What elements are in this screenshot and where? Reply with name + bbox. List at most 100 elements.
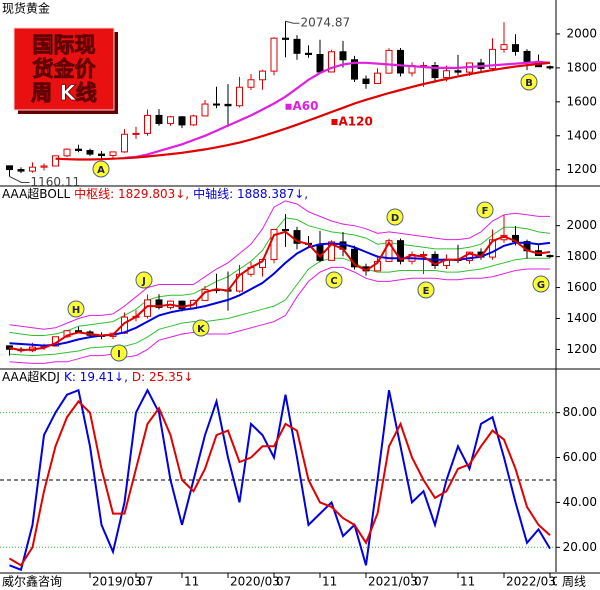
- candle-body: [420, 253, 427, 256]
- candle-body: [512, 44, 519, 52]
- y-tick-label: 1600: [566, 280, 597, 294]
- candle-body: [316, 53, 324, 73]
- readout: K: 19.41↓,: [64, 370, 128, 384]
- marker-text: C: [330, 276, 337, 287]
- panel-title: 现货黄金: [2, 1, 50, 16]
- y-tick-label: 1800: [566, 60, 597, 74]
- series-line: [124, 60, 551, 159]
- series-line: [55, 61, 551, 161]
- marker: [67, 300, 85, 318]
- series-line: [9, 230, 551, 352]
- y-tick-label: 1200: [566, 162, 597, 176]
- series-line: [9, 200, 550, 330]
- legend-swatch: [331, 119, 338, 126]
- marker: [92, 160, 110, 178]
- candle-body: [282, 229, 289, 232]
- candle-body: [63, 148, 71, 157]
- candle-body: [167, 116, 174, 125]
- candle-body: [466, 251, 473, 261]
- annotation-line: [9, 176, 30, 183]
- y-tick-label: 1800: [566, 249, 597, 263]
- footer-left: 威尔鑫咨询: [2, 574, 62, 589]
- annotation: 2074.87: [301, 16, 351, 30]
- candle-body: [17, 169, 25, 172]
- marker: [520, 73, 538, 91]
- footer-bg: [0, 574, 64, 590]
- marker: [417, 281, 435, 299]
- candle-body: [374, 72, 381, 85]
- candle-body: [305, 52, 312, 55]
- candle-body: [144, 114, 151, 134]
- x-tick-label: 07: [276, 575, 291, 589]
- marker-text: K: [197, 324, 206, 335]
- candle-body: [213, 103, 220, 106]
- x-tick-label: 07: [138, 575, 153, 589]
- candle-body: [247, 79, 255, 88]
- candle-body: [385, 49, 393, 74]
- candle-body: [489, 48, 496, 69]
- candle-body: [293, 230, 301, 244]
- series-line: [9, 388, 551, 572]
- candle-body: [431, 65, 439, 79]
- x-tick-label: 11: [184, 575, 199, 589]
- x-tick-label: 2019/03: [92, 575, 142, 589]
- candle-body: [98, 153, 105, 156]
- x-tick-label: 2021/03: [368, 575, 418, 589]
- marker: [325, 271, 343, 289]
- readout: 中轴线: 1888.387↓,: [193, 186, 308, 201]
- candle-body: [29, 166, 36, 172]
- marker-text: J: [141, 276, 146, 287]
- marker: [192, 319, 210, 337]
- box-text: 国际现: [33, 33, 96, 57]
- candle-body: [155, 299, 163, 308]
- marker-text: E: [423, 286, 430, 297]
- marker-text: G: [537, 280, 545, 291]
- candle-body: [282, 37, 289, 40]
- candle-body: [224, 103, 232, 107]
- box-text: 货金价: [33, 57, 97, 81]
- x-tick-label: 2020/03: [230, 575, 280, 589]
- marker: [476, 201, 494, 219]
- marker: [532, 275, 550, 293]
- marker-text: D: [391, 213, 399, 224]
- title-text: AAA超KDJ: [2, 369, 60, 384]
- y-tick-label: 2000: [566, 218, 597, 232]
- series-line: [9, 217, 551, 336]
- y-tick-label: 1400: [566, 128, 597, 142]
- y-tick-label: 20.00: [563, 540, 597, 554]
- legend-label: A60: [293, 99, 319, 113]
- marker-text: F: [482, 206, 489, 217]
- series-line: [8, 399, 551, 567]
- annotation: 1160.11: [31, 175, 81, 189]
- title-text: AAA超BOLL: [2, 186, 70, 201]
- candle-body: [489, 239, 496, 258]
- readout: 中枢线: 1829.803↓,: [74, 186, 189, 201]
- y-tick-label: 1200: [566, 342, 597, 356]
- candle-body: [293, 38, 301, 54]
- series-line: [9, 257, 550, 357]
- candle-body: [236, 86, 243, 107]
- candle-body: [6, 165, 13, 171]
- x-tick-label: 07: [414, 575, 429, 589]
- x-tick-label: 11: [460, 575, 475, 589]
- candle-body: [351, 59, 358, 80]
- candle-body: [86, 150, 94, 155]
- readout: D: 25.35↓: [132, 370, 194, 384]
- candle-body: [132, 132, 140, 135]
- candle-body: [397, 240, 404, 262]
- panel-title: AAA超BOLL 中枢线: 1829.803↓, 中轴线: 1888.387↓,: [2, 186, 308, 201]
- candle-body: [121, 133, 128, 153]
- y-tick-label: 80.00: [563, 405, 597, 419]
- candle-body: [178, 300, 186, 310]
- candle-body: [155, 114, 163, 125]
- legend-label: A120: [339, 115, 373, 129]
- candle-body: [351, 248, 358, 268]
- candle-body: [328, 51, 335, 73]
- candle-body: [443, 70, 450, 79]
- candle-body: [259, 70, 266, 81]
- y-tick-label: 1400: [566, 311, 597, 325]
- footer-bg: [557, 574, 600, 590]
- y-tick-label: 2000: [566, 26, 597, 40]
